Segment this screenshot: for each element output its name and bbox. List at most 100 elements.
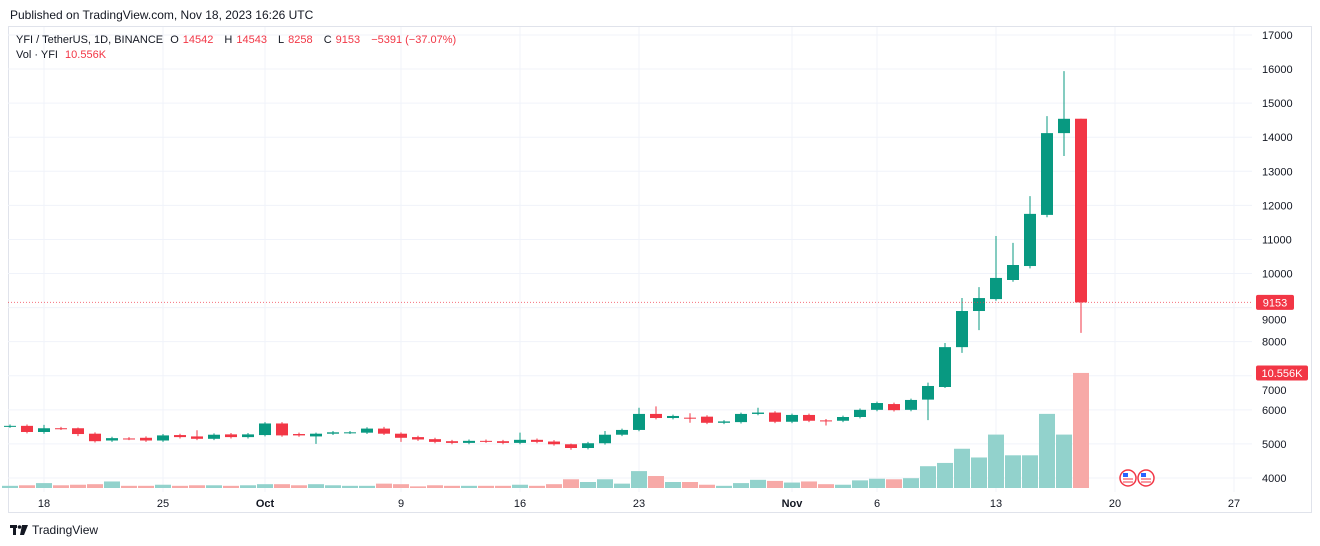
candle-body	[21, 425, 33, 432]
volume-bar	[716, 485, 732, 488]
candle-body	[1007, 265, 1019, 280]
x-tick-label: 18	[38, 498, 50, 510]
change-value: −5391 (−37.07%)	[371, 34, 457, 46]
x-tick-label: 20	[1109, 498, 1121, 510]
volume-bar	[750, 479, 766, 488]
symbol-label[interactable]: YFI / TetherUS, 1D, BINANCE	[16, 34, 164, 46]
candle-body	[837, 416, 849, 421]
candle	[769, 411, 781, 424]
candle	[412, 435, 424, 441]
volume-bar	[665, 482, 681, 488]
last-price-label: 9153	[1256, 294, 1294, 310]
candle-body	[735, 413, 747, 423]
y-tick-label: 5000	[1262, 439, 1286, 451]
candle	[650, 406, 662, 420]
volume-bar	[988, 434, 1004, 488]
volume-bar	[699, 484, 715, 488]
candle-body	[463, 440, 475, 443]
candle-body	[718, 421, 730, 423]
y-tick-label: 17000	[1262, 30, 1293, 42]
candle	[718, 420, 730, 425]
candle	[1058, 71, 1070, 156]
candle	[752, 407, 764, 416]
candle	[973, 287, 985, 331]
volume-legend-label[interactable]: Vol · YFI	[16, 49, 58, 61]
volume-bar	[512, 484, 528, 488]
volume-bar	[648, 476, 664, 488]
candle-body	[293, 434, 305, 436]
candle-body	[990, 277, 1002, 300]
volume-bar	[1022, 455, 1038, 488]
candle-body	[820, 420, 832, 422]
volume-bar	[308, 484, 324, 488]
candle-body	[973, 298, 985, 312]
candle	[701, 415, 713, 425]
candle	[939, 343, 951, 389]
candle-body	[888, 404, 900, 411]
close-value: 9153	[335, 34, 361, 46]
candle-body	[4, 425, 16, 427]
candle	[1024, 196, 1036, 269]
candle	[735, 412, 747, 424]
candle-body	[531, 439, 543, 442]
candle-body	[599, 434, 611, 444]
volume-bar	[189, 485, 205, 488]
candle	[684, 413, 696, 423]
candle-body	[157, 435, 169, 441]
candle-body	[650, 413, 662, 419]
x-tick-label: Oct	[256, 498, 275, 510]
y-axis: 4000 5000 6000 7000 8000 9000 10000 11000 12000 1…	[1262, 30, 1293, 485]
volume-bar	[580, 482, 596, 488]
volume-bar	[410, 486, 426, 488]
candle	[1075, 118, 1087, 333]
candle-body	[769, 412, 781, 422]
close-label: C	[323, 34, 332, 46]
candles	[4, 71, 1087, 450]
volume-bar	[563, 479, 579, 488]
volume-bar	[869, 478, 885, 488]
volume-bar	[121, 485, 137, 488]
svg-text:10.556K: 10.556K	[1262, 368, 1304, 380]
volume-legend-value: 10.556K	[65, 49, 107, 61]
candle-body	[310, 433, 322, 437]
us-flag-icon[interactable]	[1137, 469, 1155, 487]
candle	[480, 439, 492, 443]
candle-body	[480, 440, 492, 442]
candle-body	[956, 311, 968, 348]
volume-bar	[36, 483, 52, 488]
y-tick-label: 8000	[1262, 337, 1286, 349]
us-flag-icon[interactable]	[1119, 469, 1137, 487]
candle	[4, 424, 16, 428]
volume-bar	[461, 485, 477, 488]
candle-body	[123, 438, 135, 440]
candle	[548, 440, 560, 446]
volume-bar	[733, 483, 749, 488]
candle	[820, 419, 832, 426]
volume-bar	[920, 466, 936, 488]
candle-body	[684, 417, 696, 419]
candle-body	[1058, 118, 1070, 134]
volume-bar	[529, 485, 545, 488]
volume-bar	[682, 482, 698, 488]
candle	[667, 414, 679, 420]
candle	[191, 430, 203, 441]
volume-bar	[325, 485, 341, 488]
candle	[89, 432, 101, 443]
volume-bar	[291, 485, 307, 488]
x-tick-label: 25	[157, 498, 169, 510]
candle	[1007, 242, 1019, 282]
logo-text: TradingView	[32, 523, 99, 537]
candle	[38, 424, 50, 434]
candle-body	[446, 441, 458, 443]
tradingview-logo[interactable]: TradingView	[10, 523, 98, 537]
x-tick-label: 27	[1228, 498, 1240, 510]
candle-body	[548, 441, 560, 445]
candle	[55, 426, 67, 430]
candle-body	[174, 435, 186, 438]
candle	[463, 439, 475, 445]
candle	[582, 441, 594, 450]
candle	[922, 382, 934, 421]
candle-body	[1075, 118, 1087, 303]
candle-body	[939, 347, 951, 388]
